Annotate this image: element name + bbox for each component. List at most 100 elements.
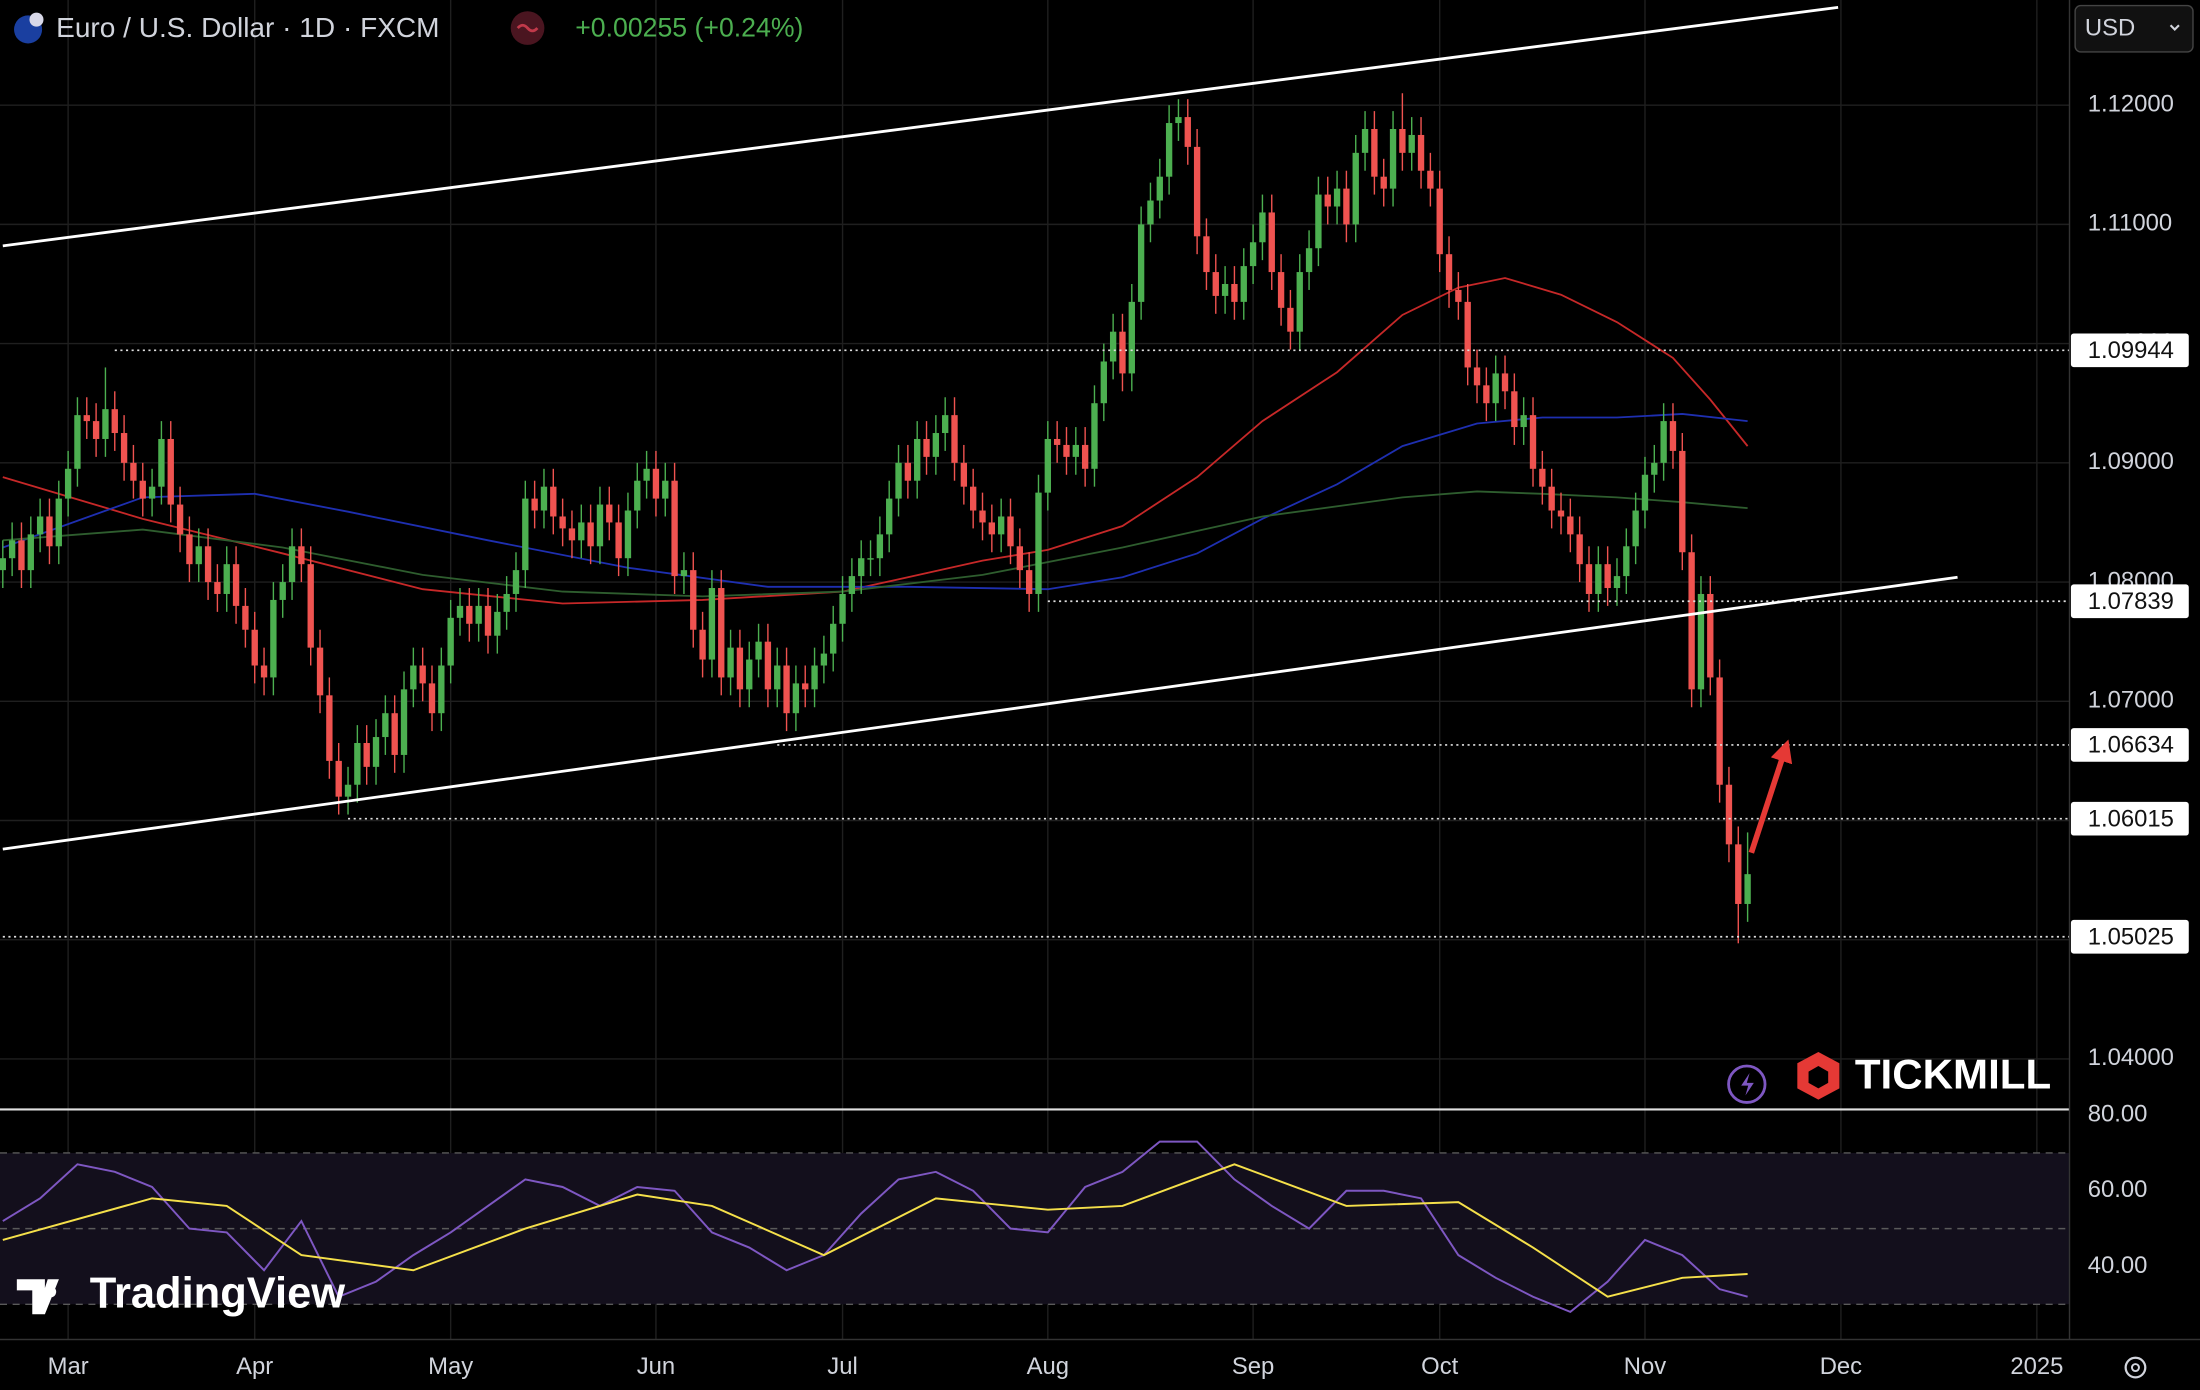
candle-body	[1268, 212, 1275, 273]
candle-body	[158, 438, 165, 487]
candle-body	[438, 665, 445, 714]
candle-body	[596, 504, 604, 547]
candle-body	[1156, 176, 1163, 201]
candle-body	[895, 462, 902, 499]
candle-body	[242, 605, 249, 630]
candle-body	[1371, 129, 1378, 177]
trendline	[2, 575, 1958, 851]
candle-body	[1091, 403, 1098, 469]
candle-body	[643, 468, 650, 481]
candle-body	[1137, 224, 1145, 302]
candle-body	[176, 504, 184, 535]
candle-body	[214, 582, 221, 594]
watermark-logo	[16, 1279, 59, 1315]
lightning-bolt	[1741, 1073, 1754, 1096]
candle-body	[1744, 874, 1751, 904]
candle-body	[1595, 564, 1602, 594]
candle-body	[1445, 254, 1453, 290]
candle-body	[587, 522, 594, 547]
candle-body	[1473, 367, 1481, 386]
candle-body	[942, 415, 949, 434]
watermark: TradingView	[90, 1270, 345, 1318]
candle-body	[1557, 510, 1565, 517]
candle-body	[1128, 301, 1135, 374]
candle-body	[27, 534, 34, 571]
x-tick-label: Jul	[827, 1353, 857, 1380]
price-level-box	[2070, 728, 2189, 762]
candle-body	[904, 462, 912, 481]
candle-body	[83, 415, 90, 422]
y-tick-label: 1.11000	[2088, 210, 2172, 237]
candle-body	[260, 665, 268, 678]
price-level-label: 1.09944	[2088, 337, 2174, 364]
candle-body	[1623, 546, 1630, 577]
candle-body	[634, 480, 641, 511]
status-icon-wave	[516, 23, 539, 33]
candle-body	[1240, 266, 1247, 302]
candle-body	[391, 713, 398, 755]
candle-body	[0, 558, 6, 571]
candle-body	[195, 546, 202, 565]
candle-body	[858, 558, 865, 577]
candle-body	[512, 570, 520, 594]
candle-body	[494, 611, 501, 636]
candle-body	[746, 659, 753, 690]
candle-body	[559, 516, 566, 529]
candle-body	[1604, 564, 1611, 589]
candle-body	[326, 695, 333, 761]
axes: Mar Apr May Jun Jul Aug Sep Oct Nov Dec 2025 1.0400…	[48, 90, 2189, 1380]
candle-body	[279, 582, 286, 600]
candle-body	[1044, 438, 1051, 493]
candle-body	[55, 498, 62, 547]
candle-body	[736, 647, 744, 690]
candle-body	[997, 516, 1005, 535]
candle-body	[1389, 129, 1397, 189]
candle-body	[102, 409, 109, 439]
candle-body	[839, 593, 846, 624]
candle-body	[288, 546, 296, 583]
candle-body	[251, 629, 258, 666]
candle-body	[951, 415, 958, 463]
candle-body	[484, 605, 492, 636]
candle-body	[456, 605, 464, 618]
candle-body	[1100, 361, 1107, 404]
indicator-tick-label: 40.00	[2088, 1252, 2148, 1279]
candle-body	[1632, 510, 1639, 547]
price-level-box	[2070, 919, 2189, 954]
candle-body	[1511, 391, 1518, 428]
candle-body	[307, 564, 314, 648]
candle-body	[1305, 248, 1313, 273]
grid	[0, 0, 2070, 1340]
candle-body	[447, 617, 454, 666]
candle-body	[1007, 516, 1014, 547]
price-level-label: 1.06015	[2088, 805, 2174, 832]
candle-body	[1063, 444, 1070, 457]
overlay	[2, 6, 2070, 938]
currency-label[interactable]: USD	[2085, 15, 2135, 42]
price-change: +0.00255 (+0.24%)	[575, 13, 803, 43]
indicator-panel	[0, 1140, 2070, 1314]
candle-body	[1343, 188, 1350, 225]
candle-body	[1352, 152, 1359, 225]
candle-body	[130, 462, 137, 481]
candle-body	[344, 784, 352, 797]
candle-body	[466, 605, 473, 624]
currency-button[interactable]	[2074, 4, 2194, 53]
candle-body	[1165, 123, 1173, 177]
candle-body	[820, 653, 828, 666]
candle-body	[354, 743, 361, 785]
candle-body	[1725, 784, 1733, 845]
lightning-icon[interactable]	[1727, 1064, 1767, 1104]
candle-body	[428, 683, 436, 714]
candle-body	[410, 665, 417, 690]
candle-body	[764, 641, 772, 690]
candle-body	[1315, 194, 1322, 249]
settings-button[interactable]	[2124, 1356, 2147, 1379]
candle-body	[111, 409, 118, 434]
candle-body	[1380, 176, 1387, 189]
candle-body	[186, 534, 193, 565]
candle-body	[372, 737, 380, 767]
candle-body	[708, 588, 716, 660]
brand-name: TICKMILL	[1855, 1050, 2051, 1097]
candle-body	[1296, 272, 1303, 332]
